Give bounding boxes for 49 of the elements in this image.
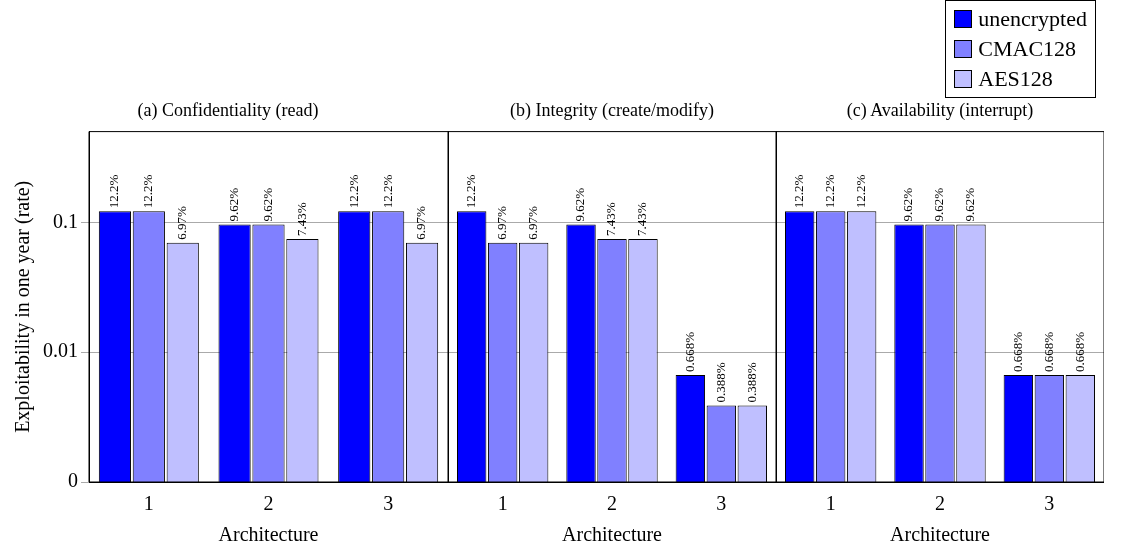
- data-label: 7.43%: [634, 202, 650, 237]
- data-label: 0.388%: [712, 362, 728, 403]
- data-label: 6.97%: [525, 205, 541, 240]
- data-label: 0.668%: [681, 331, 697, 372]
- x-tick-label: 2: [607, 492, 617, 515]
- data-label: 6.97%: [413, 205, 429, 240]
- y-tick-label: 0.1: [53, 209, 78, 232]
- data-label: 9.62%: [259, 187, 275, 222]
- legend-label: unencrypted: [978, 5, 1087, 33]
- x-tick-label: 3: [716, 492, 727, 515]
- x-axis-title: Architecture: [218, 523, 319, 546]
- data-label: 7.43%: [293, 202, 309, 237]
- data-label: 0.388%: [743, 362, 759, 403]
- legend-label: AES128: [978, 65, 1053, 93]
- data-label: 0.668%: [1009, 331, 1025, 372]
- y-tick-label: 0: [68, 469, 78, 492]
- data-label: 12.2%: [822, 174, 838, 209]
- x-tick-label: 2: [263, 492, 274, 515]
- data-label: 0.668%: [1071, 331, 1087, 372]
- data-label: 12.2%: [853, 174, 869, 209]
- data-label: 9.62%: [572, 187, 588, 222]
- chart-title: (b) Integrity (create/modify): [510, 99, 714, 121]
- data-label: 9.62%: [962, 187, 978, 222]
- x-axis-title: Architecture: [562, 523, 663, 546]
- chart-title: (a) Confidentiality (read): [137, 99, 319, 121]
- x-tick-label: 3: [1044, 492, 1055, 515]
- data-label: 6.97%: [174, 205, 190, 240]
- data-label: 12.2%: [140, 174, 156, 209]
- x-axis-title: Architecture: [890, 523, 991, 546]
- data-label: 9.62%: [931, 187, 947, 222]
- data-label: 12.2%: [791, 174, 807, 209]
- data-label: 12.2%: [345, 174, 361, 209]
- x-tick-label: 1: [825, 492, 836, 515]
- data-label: 0.668%: [1040, 331, 1056, 372]
- data-label: 12.2%: [379, 174, 395, 209]
- data-label: 12.2%: [463, 174, 479, 209]
- legend-label: CMAC128: [978, 35, 1077, 63]
- x-tick-label: 1: [497, 492, 508, 515]
- x-tick-label: 1: [143, 492, 154, 515]
- data-label: 12.2%: [106, 174, 122, 209]
- x-tick-label: 3: [383, 492, 394, 515]
- data-label: 9.62%: [226, 187, 242, 222]
- y-tick-label: 0.01: [43, 339, 78, 362]
- data-label: 6.97%: [494, 205, 510, 240]
- x-tick-label: 2: [935, 492, 945, 515]
- data-label: 7.43%: [603, 202, 619, 237]
- data-label: 9.62%: [900, 187, 916, 222]
- chart-title: (c) Availability (interrupt): [846, 99, 1034, 121]
- y-axis-title: Exploitability in one year (rate): [11, 180, 35, 433]
